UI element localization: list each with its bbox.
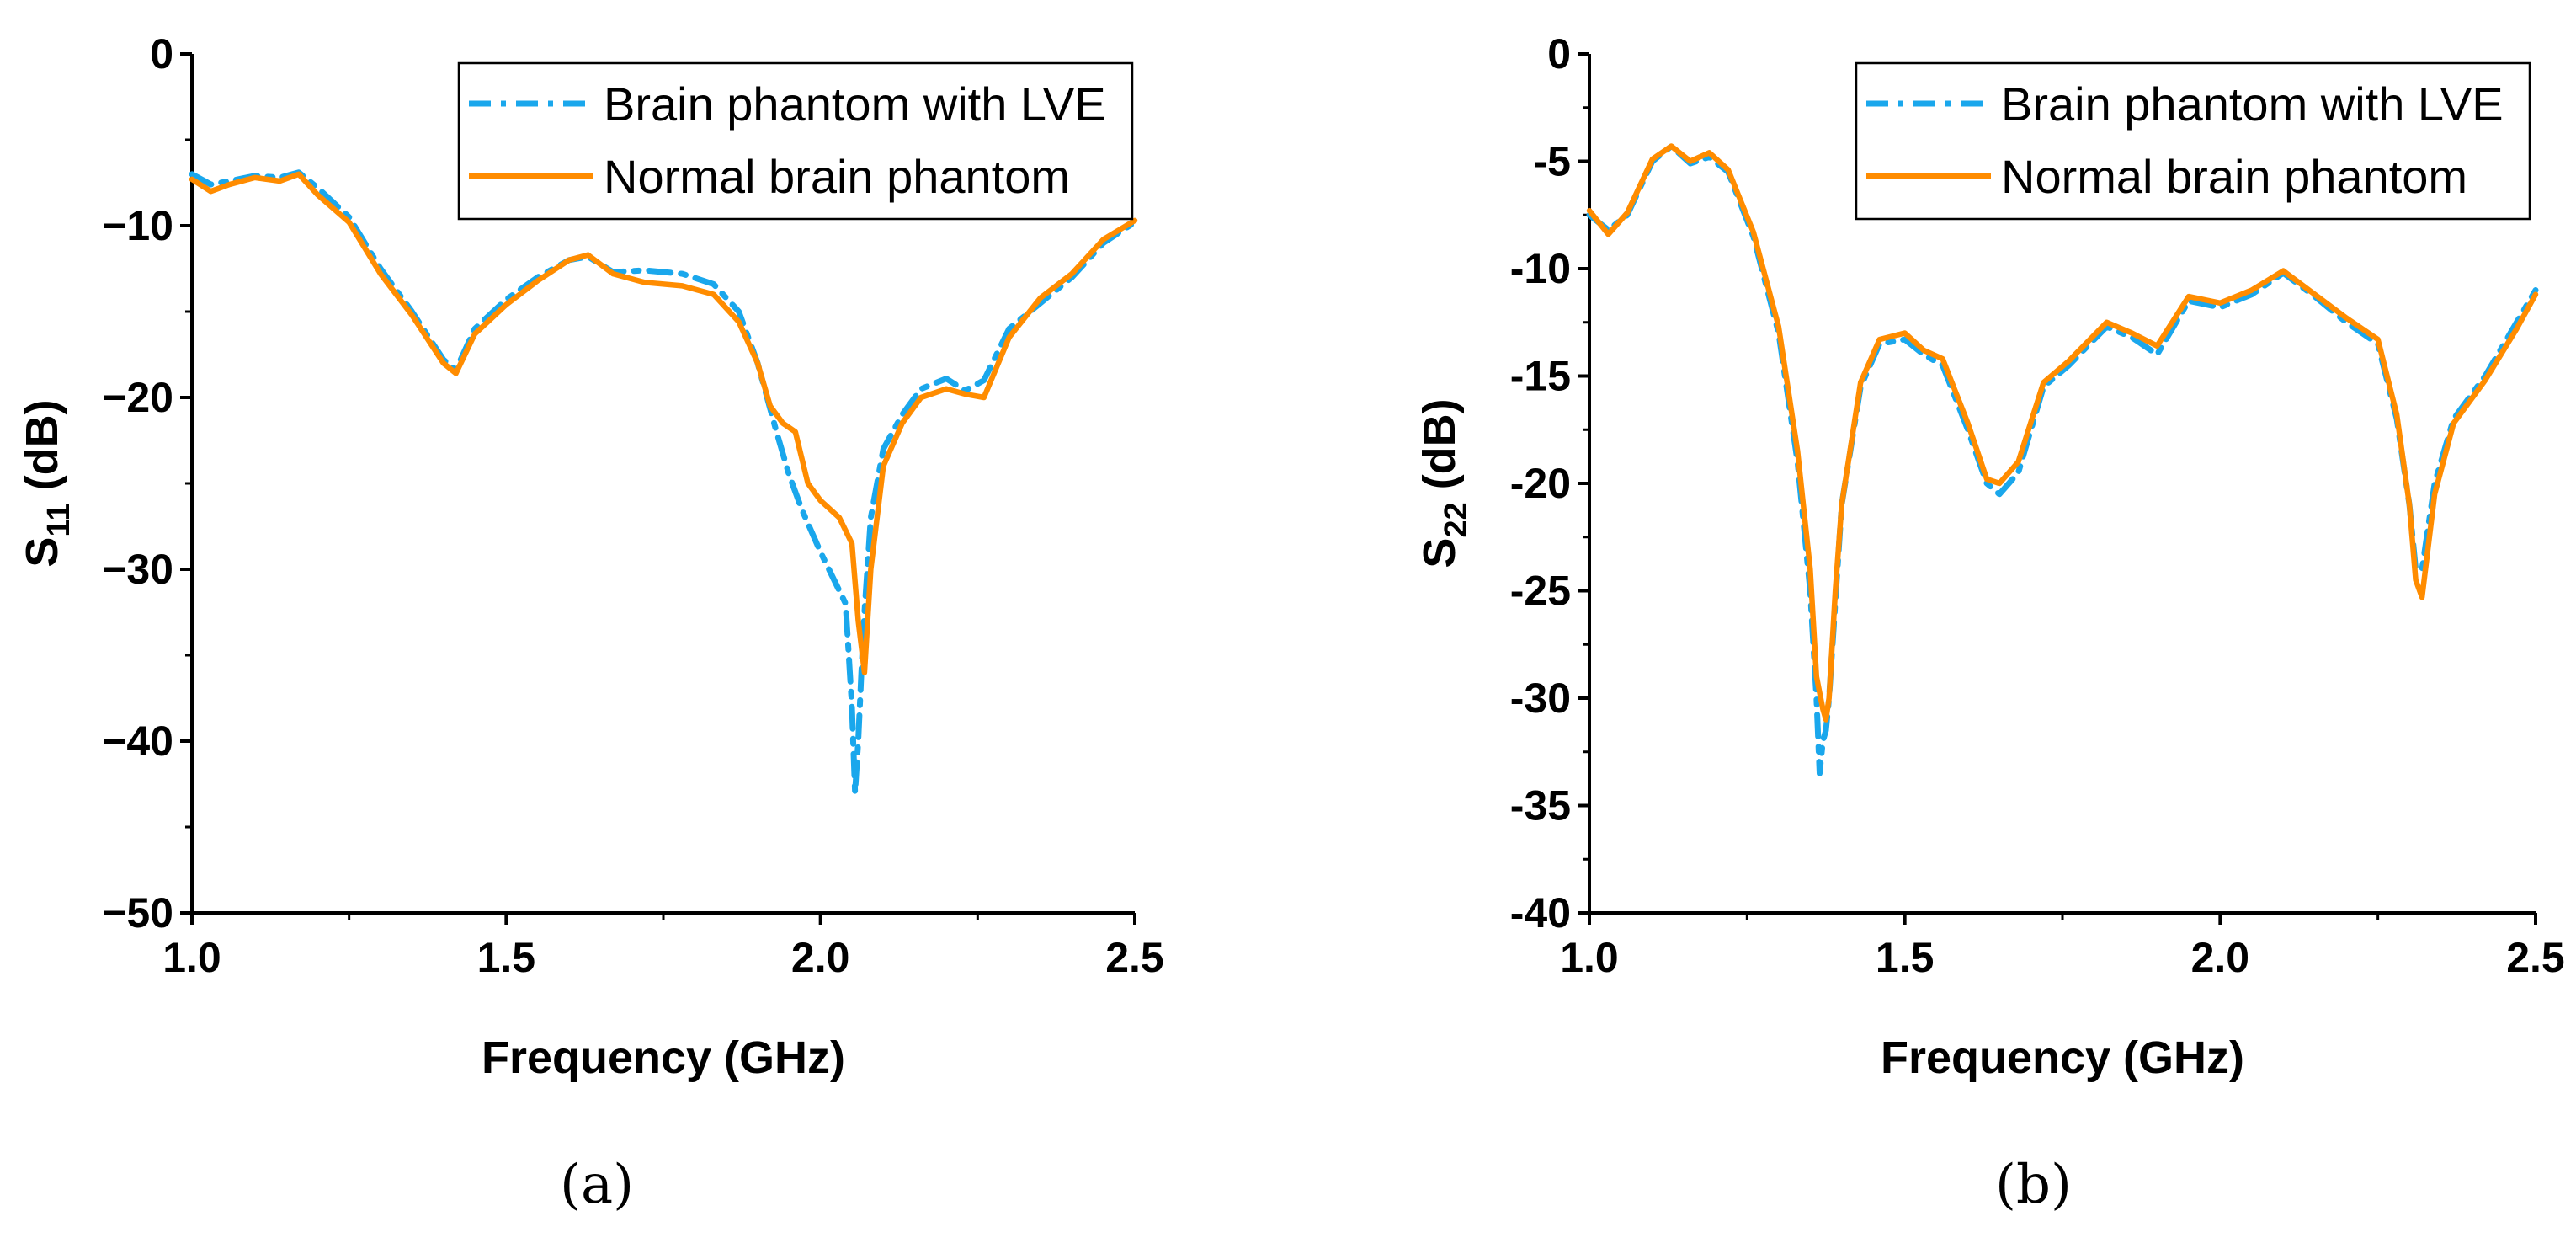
chart-a: 0 −10 −20 −30 −40 −501.0 1.5 2.0 2.5 Frequency (G… xyxy=(17,30,1164,1083)
series-line-normal xyxy=(189,171,1138,675)
y-tick-label: -5 xyxy=(1534,138,1571,185)
series-line-lve xyxy=(189,169,1138,796)
y-axis-title-main: S xyxy=(1414,538,1465,568)
y-tick-label: 0 xyxy=(150,30,173,77)
y-axis-title-unit: (dB) xyxy=(1414,398,1465,502)
legend-box xyxy=(457,61,1134,221)
y-tick-label: -20 xyxy=(1510,460,1571,507)
panel-label-a: (a) xyxy=(560,1154,635,1216)
x-tick-label: 2.0 xyxy=(2191,934,2250,981)
x-tick-label: 1.0 xyxy=(1560,934,1619,981)
legend-label: Normal brain phantom xyxy=(604,150,1070,203)
x-tick-label: 1.0 xyxy=(162,934,221,981)
y-axis-title-sub: 11 xyxy=(41,503,77,536)
x-axis-title: Frequency (GHz) xyxy=(1881,1032,2244,1083)
x-axis-title: Frequency (GHz) xyxy=(482,1032,845,1083)
y-tick-label: −20 xyxy=(102,374,173,421)
legend: Brain phantom with LVE Normal brain phant… xyxy=(1855,61,2531,221)
x-tick-label: 1.5 xyxy=(477,934,536,981)
legend-label: Brain phantom with LVE xyxy=(2001,77,2504,131)
y-tick-label: -10 xyxy=(1510,245,1571,292)
y-axis-title-sub: 22 xyxy=(1439,502,1474,537)
y-tick-label: -30 xyxy=(1510,675,1571,722)
y-axis-title-unit: (dB) xyxy=(17,399,67,503)
series-line-normal xyxy=(1586,143,2539,723)
x-tick-label: 1.5 xyxy=(1876,934,1935,981)
legend-label: Normal brain phantom xyxy=(2001,150,2467,203)
y-tick-label: -25 xyxy=(1510,568,1571,615)
legend-label: Brain phantom with LVE xyxy=(604,77,1106,131)
chart-b: 0 -5 -10 -15 -20 -25 -30 -35 -401.0 1.5 2.0 2.5 Freq… xyxy=(1414,30,2565,1083)
series-line-lve xyxy=(1586,143,2539,776)
y-axis-title: S11 (dB) xyxy=(17,399,77,567)
x-tick-label: 2.5 xyxy=(2506,934,2565,981)
x-tick-label: 2.0 xyxy=(791,934,850,981)
panel-label-b: (b) xyxy=(1995,1154,2072,1216)
y-tick-label: −50 xyxy=(102,889,173,936)
y-tick-label: 0 xyxy=(1547,30,1571,77)
y-tick-label: -35 xyxy=(1510,782,1571,830)
y-tick-label: -15 xyxy=(1510,353,1571,400)
legend-box xyxy=(1855,61,2531,221)
y-tick-label: -40 xyxy=(1510,889,1571,936)
y-axis-title-main: S xyxy=(17,537,67,568)
y-axis-title: S22 (dB) xyxy=(1414,398,1474,568)
y-tick-label: −40 xyxy=(102,718,173,765)
y-tick-label: −30 xyxy=(102,546,173,593)
legend: Brain phantom with LVE Normal brain phant… xyxy=(457,61,1134,221)
y-tick-label: −10 xyxy=(102,202,173,249)
x-tick-label: 2.5 xyxy=(1105,934,1164,981)
